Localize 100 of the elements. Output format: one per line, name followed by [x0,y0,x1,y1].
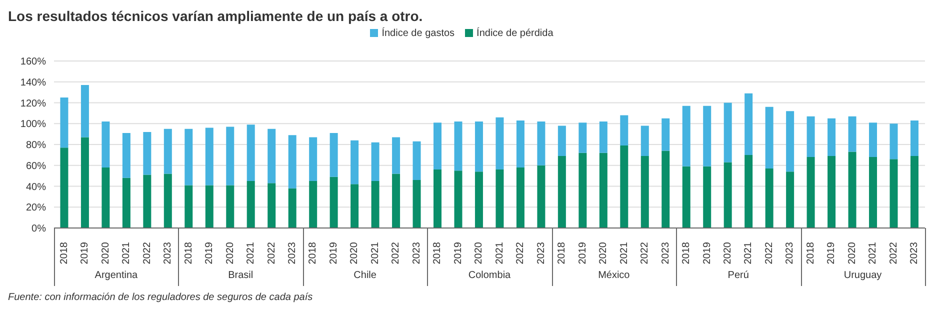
bar [786,172,794,228]
bar [309,181,318,228]
text: México [597,270,631,281]
bar [890,159,898,228]
bar [910,156,918,228]
bar [164,174,172,228]
bar [246,124,255,182]
x-tick-label: 2022 [266,242,278,264]
bar [268,183,276,228]
x-tick-label: 2021 [743,242,754,264]
bar [474,172,483,228]
x-tick-label: 2020 [846,242,858,264]
bar [268,128,276,184]
bar [765,106,774,169]
bar [143,174,152,228]
x-tick-label: 2023 [286,242,298,264]
bar [744,154,753,228]
bar [765,168,774,228]
x-tick-label: 2018 [681,242,692,264]
bar [309,137,318,182]
x-tick-label: 2018 [556,242,568,264]
bar [537,165,546,228]
bar [246,181,255,228]
x-tick-label: 2023 [784,242,796,264]
y-tick-label: 100% [20,119,46,130]
y-tick-label: 40% [26,182,46,193]
x-tick-label: 2020 [474,242,485,264]
bar [682,166,690,228]
bar [910,120,918,156]
x-tick-label: 2019 [328,242,340,264]
y-tick-label: 80% [26,140,46,152]
bar [496,170,504,228]
x-tick-label: 2021 [618,242,630,264]
x-tick-label: 2023 [162,242,174,264]
bar [184,185,193,228]
text: Perú [726,270,750,281]
bar [102,122,110,168]
bar [412,180,421,228]
bar [454,122,462,171]
x-tick-label: 2019 [80,242,91,264]
bar [786,111,794,172]
bar [828,118,836,156]
x-tick-label: 2019 [204,242,216,264]
x-tick-label: 2019 [826,242,838,264]
x-tick-label: 2018 [308,242,319,264]
x-tick-label: 2022 [888,242,900,264]
y-tick-label: 160% [20,56,46,68]
x-tick-label: 2020 [349,242,360,264]
x-tick-label: 2021 [246,242,257,264]
bar [806,116,815,158]
bar [869,157,878,228]
bar [412,141,421,180]
bar [724,102,732,162]
bar [205,185,214,228]
x-tick-label: 2021 [370,242,381,264]
bar [102,167,110,228]
x-tick-label: 2020 [722,242,734,264]
bar [454,170,462,228]
bar [350,184,359,228]
bar [599,122,608,153]
legend-label: Índice de pérdida [476,28,554,39]
bar [122,178,130,228]
bar [184,128,193,186]
bar [392,174,400,228]
bar [806,157,815,228]
x-tick-label: 2019 [577,242,588,264]
bar [350,140,359,184]
bar [620,146,628,228]
x-tick-label: 2021 [121,242,132,264]
x-tick-label: 2022 [515,242,526,264]
bar [60,148,68,228]
x-tick-label: 2020 [598,242,610,264]
text: Uruguay [842,270,883,281]
bar [226,185,234,228]
bar [890,124,898,160]
bar [828,156,836,228]
bar [496,117,504,170]
x-tick-label: 2023 [536,242,547,264]
bar [205,128,214,186]
bar [60,98,68,148]
bar [869,122,878,158]
x-tick-label: 2019 [452,242,464,264]
bar [434,122,442,170]
text: Chile [352,270,378,281]
bar [80,137,89,228]
x-tick-label: 2022 [640,242,651,264]
bar [80,85,89,138]
x-tick-label: 2018 [58,242,70,264]
bar [848,152,856,228]
bar [330,133,338,177]
bar [164,128,172,174]
bar [122,133,130,178]
bar [143,132,152,175]
bar [703,106,712,166]
bar [516,120,524,168]
text: Argentina [94,270,139,281]
bar [620,115,628,146]
x-tick-label: 2022 [764,242,775,264]
bar [434,170,442,228]
bar [392,137,400,174]
